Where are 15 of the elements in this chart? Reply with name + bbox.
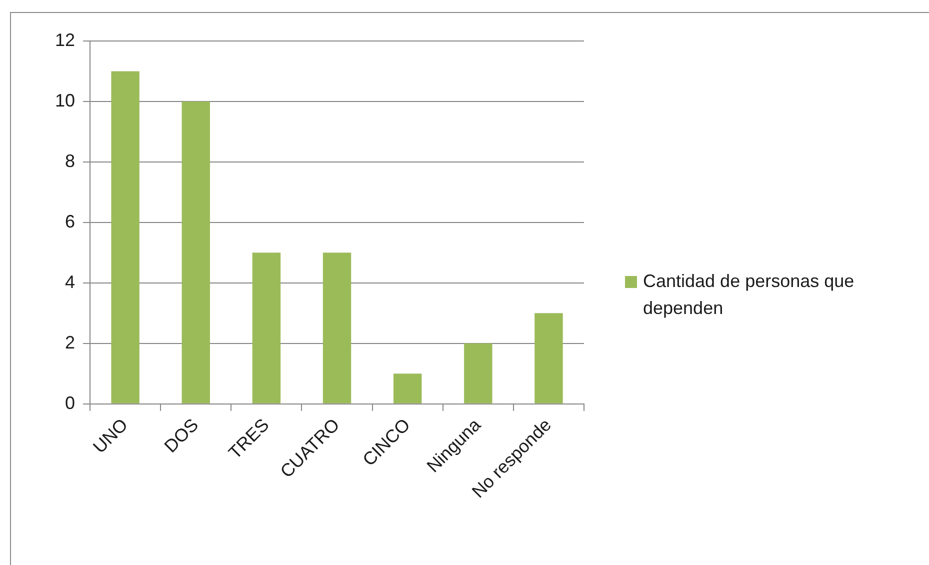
bar: [111, 71, 140, 404]
bar: [252, 252, 281, 404]
y-tick-label: 2: [65, 332, 76, 352]
y-tick-label: 4: [65, 272, 76, 292]
y-tick-label: 6: [65, 211, 76, 232]
y-tick-label: 12: [54, 30, 76, 50]
bar: [534, 313, 563, 404]
bar: [182, 101, 210, 404]
legend-label: Cantidad de personas que dependen: [643, 270, 856, 320]
y-tick-label: 0: [65, 392, 76, 413]
y-tick-label: 8: [65, 150, 76, 171]
bar: [393, 374, 422, 404]
y-tick-label: 10: [54, 90, 76, 110]
bar: [322, 252, 352, 404]
bar: [464, 343, 492, 404]
